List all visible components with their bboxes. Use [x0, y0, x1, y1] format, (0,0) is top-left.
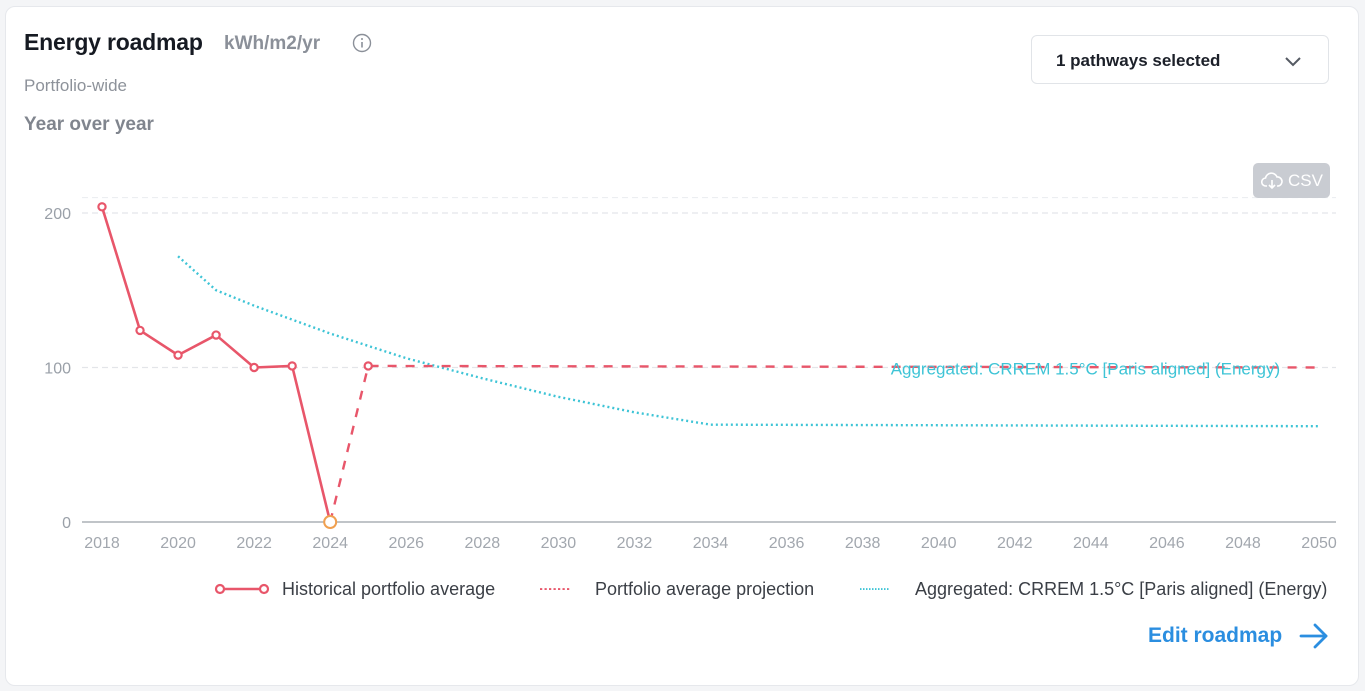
series-line-pathway [177, 255, 1320, 428]
x-tick-label: 2034 [693, 535, 729, 552]
y-tick-label: 0 [62, 515, 71, 532]
chevron-down-icon [1285, 57, 1301, 67]
x-tick-label: 2018 [84, 535, 120, 552]
csv-button-label: CSV [1288, 171, 1323, 190]
data-point-historical[interactable] [135, 325, 145, 336]
legend-label-historical: Historical portfolio average [282, 579, 496, 599]
x-tick-label: 2026 [388, 535, 424, 552]
pathway-annotation: Aggregated: CRREM 1.5°C [Paris aligned] … [891, 360, 1280, 379]
x-tick-label: 2038 [845, 535, 881, 552]
x-tick-label: 2042 [997, 535, 1033, 552]
x-tick-label: 2028 [465, 535, 501, 552]
legend-label-pathway: Aggregated: CRREM 1.5°C [Paris aligned] … [915, 579, 1328, 599]
y-tick-label: 100 [44, 361, 71, 378]
x-tick-label: 2046 [1149, 535, 1185, 552]
pathways-dropdown-label: 1 pathways selected [1056, 51, 1221, 70]
x-tick-label: 2048 [1225, 535, 1261, 552]
y-tick-label: 200 [44, 206, 71, 223]
scope-subtitle: Portfolio-wide [24, 76, 127, 95]
unit-label: kWh/m2/yr [224, 33, 321, 54]
period-label: Year over year [24, 114, 154, 135]
page-title: Energy roadmap [24, 29, 203, 55]
data-point-historical[interactable] [249, 362, 259, 373]
x-tick-label: 2022 [236, 535, 272, 552]
arrow-right-icon[interactable] [1298, 622, 1330, 650]
x-tick-label: 2020 [160, 535, 196, 552]
data-point-historical[interactable] [211, 330, 221, 340]
legend-swatch-pathway [860, 588, 890, 590]
x-tick-label: 2036 [769, 535, 805, 552]
legend-label-projection: Portfolio average projection [595, 579, 815, 599]
x-tick-label: 2024 [312, 535, 348, 552]
energy-chart: 0 100 200 2018 2020 2022 2024 2026 2028 2030 2032 2… [44, 196, 1337, 552]
edit-roadmap-link[interactable]: Edit roadmap [1148, 624, 1283, 647]
data-point-projection[interactable] [363, 361, 373, 371]
cloud-download-icon [1261, 172, 1283, 190]
x-tick-label: 2050 [1301, 535, 1337, 552]
data-point-historical[interactable] [287, 361, 297, 371]
series-line-projection [329, 364, 1320, 523]
x-tick-label: 2030 [541, 535, 577, 552]
info-icon[interactable] [352, 33, 372, 53]
data-point-historical[interactable] [173, 350, 183, 360]
legend-swatch-historical [214, 583, 270, 595]
x-tick-label: 2040 [921, 535, 957, 552]
x-tick-label: 2044 [1073, 535, 1109, 552]
csv-download-button[interactable]: CSV [1253, 163, 1330, 198]
pathways-dropdown[interactable]: 1 pathways selected [1031, 35, 1329, 84]
data-point-historical[interactable] [323, 515, 338, 529]
data-point-historical[interactable] [97, 202, 107, 212]
x-tick-label: 2032 [617, 535, 653, 552]
legend-swatch-projection [540, 588, 570, 590]
